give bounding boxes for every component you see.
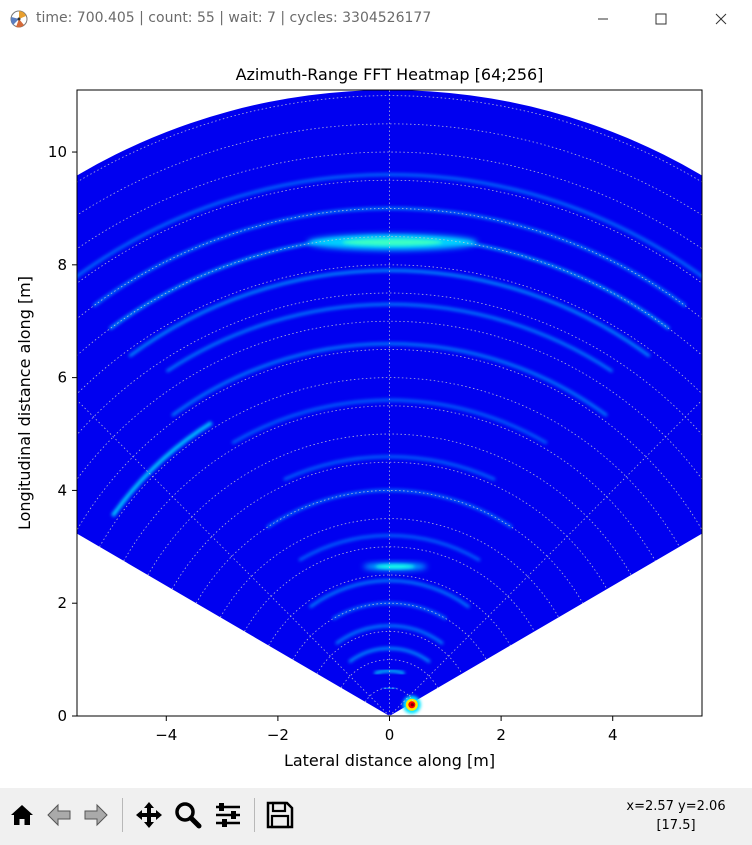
close-icon	[715, 13, 727, 25]
minimize-button[interactable]	[574, 0, 632, 38]
y-tick-label: 2	[57, 594, 67, 612]
x-tick-label: 0	[385, 726, 395, 744]
move-icon	[136, 802, 162, 828]
minimize-icon	[598, 18, 608, 20]
range-ring	[147, 433, 632, 576]
clutter-arc	[128, 268, 651, 358]
y-tick-label: 10	[48, 143, 67, 161]
subplots-button[interactable]	[212, 798, 244, 832]
clutter-arc	[166, 302, 613, 373]
x-tick-label: −4	[155, 726, 177, 744]
clutter-arc	[348, 646, 431, 663]
figure-canvas[interactable]: −4 −2 0 2 4 0 2 4 6 8 10 Azimuth-Range FFT Heatmap…	[0, 38, 752, 788]
save-button[interactable]	[264, 798, 296, 832]
cursor-xy-readout: x=2.57 y=2.06	[626, 799, 726, 814]
cursor-value-readout: [17.5]	[656, 818, 696, 833]
y-tick-label: 8	[57, 256, 67, 274]
matplotlib-logo-icon	[10, 10, 28, 28]
close-button[interactable]	[692, 0, 750, 38]
floppy-disk-icon	[266, 801, 294, 829]
navigation-toolbar: x=2.57 y=2.06 [17.5]	[0, 788, 752, 845]
magnifier-icon	[175, 802, 202, 829]
range-ring	[316, 631, 463, 674]
x-tick-label: −2	[267, 726, 289, 744]
arrow-left-icon	[47, 803, 71, 827]
clutter-arc	[335, 624, 444, 645]
home-icon	[11, 805, 33, 825]
chart-title: Azimuth-Range FFT Heatmap [64;256]	[236, 65, 544, 84]
pan-button[interactable]	[133, 798, 165, 832]
clutter-arc	[309, 579, 470, 608]
arrow-right-icon	[84, 803, 108, 827]
y-axis-label: Longitudinal distance along [m]	[15, 276, 34, 530]
hotspot-core	[375, 564, 416, 569]
range-ring	[77, 179, 702, 284]
clutter-arc	[231, 398, 548, 444]
sliders-icon	[216, 803, 240, 827]
x-axis-label: Lateral distance along [m]	[284, 751, 495, 770]
home-button[interactable]	[6, 798, 38, 832]
back-button[interactable]	[43, 798, 75, 832]
heatmap-sector	[77, 90, 702, 716]
x-tick-label: 4	[608, 726, 618, 744]
range-ring	[77, 264, 702, 395]
window-titlebar: time: 700.405 | count: 55 | wait: 7 | cy…	[0, 0, 752, 38]
hotspot-peak	[410, 703, 414, 707]
toolbar-separator	[254, 798, 255, 832]
y-tick-label: 0	[57, 707, 67, 725]
maximize-icon	[655, 13, 667, 25]
heatmap-plot[interactable]: −4 −2 0 2 4 0 2 4 6 8 10 Azimuth-Range FFT Heatmap…	[0, 38, 752, 788]
maximize-button[interactable]	[632, 0, 690, 38]
y-tick-label: 4	[57, 481, 67, 499]
clutter-arc	[110, 421, 213, 518]
y-tick-label: 6	[57, 369, 67, 387]
range-ring	[340, 659, 439, 689]
cursor-coordinates: x=2.57 y=2.06 [17.5]	[612, 797, 740, 835]
hotspot-core	[342, 238, 443, 246]
zoom-button[interactable]	[172, 798, 204, 832]
toolbar-separator	[122, 798, 123, 832]
clutter-arc	[283, 455, 496, 481]
x-tick-label: 2	[496, 726, 506, 744]
window-title: time: 700.405 | count: 55 | wait: 7 | cy…	[36, 10, 432, 26]
forward-button[interactable]	[80, 798, 112, 832]
range-ring	[77, 349, 702, 531]
